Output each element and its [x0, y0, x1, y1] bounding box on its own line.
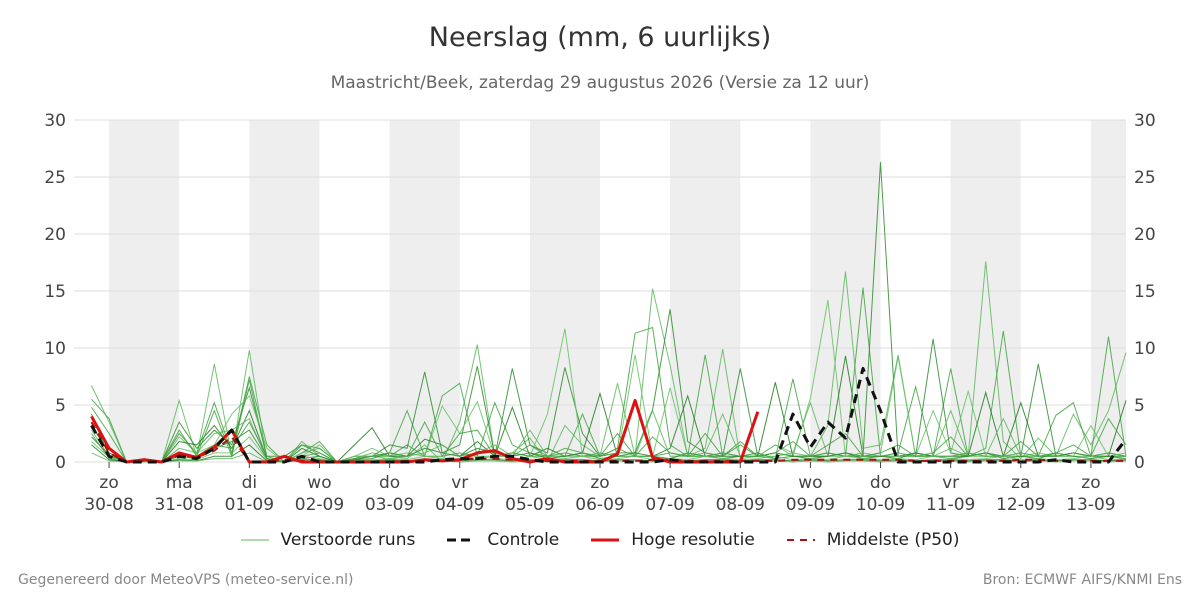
chart-subtitle: Maastricht/Beek, zaterdag 29 augustus 20…: [330, 73, 870, 93]
legend-item-hires[interactable]: Hoge resolutie: [591, 530, 755, 550]
x-tick-day: zo: [590, 473, 609, 493]
legend-label: Controle: [487, 530, 560, 550]
x-tick-day: di: [733, 473, 749, 493]
x-tick-day: zo: [1081, 473, 1100, 493]
x-tick-day: zo: [99, 473, 118, 493]
ensemble-member-line: [91, 401, 1126, 463]
x-axis: zo30-08ma31-08di01-09wo02-09do03-09vr04-…: [84, 462, 1116, 515]
legend-swatch-hires: [591, 538, 620, 542]
x-tick-date: 05-09: [505, 495, 554, 515]
legend-swatch-control: [447, 538, 476, 542]
x-tick-day: vr: [451, 473, 468, 493]
x-tick-date: 07-09: [645, 495, 694, 515]
x-tick-date: 06-09: [575, 495, 624, 515]
legend-item-control[interactable]: Controle: [447, 530, 559, 550]
ensemble-member-line: [91, 421, 1126, 463]
y-tick-label: 15: [44, 282, 66, 302]
y-tick-label: 10: [1134, 339, 1156, 359]
x-tick-date: 01-09: [225, 495, 274, 515]
x-tick-date: 08-09: [716, 495, 765, 515]
y-tick-label: 5: [1134, 396, 1145, 416]
y-tick-label: 5: [55, 396, 66, 416]
legend-item-median[interactable]: Middelste (P50): [786, 530, 960, 550]
y-tick-label: 20: [1134, 225, 1156, 245]
x-tick-day: ma: [166, 473, 193, 493]
y-tick-label: 10: [44, 339, 66, 359]
legend-item-ensemble[interactable]: Verstoorde runs: [240, 530, 416, 550]
y-tick-label: 25: [44, 168, 66, 188]
x-tick-day: wo: [307, 473, 331, 493]
main-lines: [90, 367, 1128, 464]
x-tick-day: vr: [942, 473, 959, 493]
x-tick-day: za: [1011, 473, 1030, 493]
x-tick-date: 12-09: [996, 495, 1045, 515]
y-axis-left: 0 5 10 15 20 25 30: [44, 111, 66, 473]
hires-line: [90, 398, 760, 464]
y-tick-label: 0: [55, 453, 66, 473]
y-tick-label: 25: [1134, 168, 1156, 188]
y-tick-label: 30: [1134, 111, 1156, 131]
y-tick-label: 30: [44, 111, 66, 131]
footer-source: Bron: ECMWF AIFS/KNMI Ens: [982, 572, 1182, 588]
ensemble-member-line: [91, 261, 1127, 463]
y-axis-right: 0 5 10 15 20 25 30: [1134, 111, 1156, 473]
x-tick-day: ma: [657, 473, 684, 493]
legend: Verstoorde runs Controle Hoge resolutie …: [0, 530, 1200, 550]
x-tick-date: 04-09: [435, 495, 484, 515]
x-tick-day: za: [520, 473, 539, 493]
x-tick-date: 31-08: [154, 495, 203, 515]
x-tick-date: 03-09: [365, 495, 414, 515]
x-tick-date: 10-09: [856, 495, 905, 515]
x-tick-date: 02-09: [295, 495, 344, 515]
x-tick-day: di: [242, 473, 258, 493]
x-tick-date: 11-09: [926, 495, 975, 515]
x-tick-day: do: [870, 473, 891, 493]
footer-credit: Gegenereerd door MeteoVPS (meteo-service…: [18, 572, 354, 588]
y-tick-label: 15: [1134, 282, 1156, 302]
x-tick-date: 30-08: [84, 495, 133, 515]
x-tick-day: wo: [798, 473, 822, 493]
legend-label: Middelste (P50): [826, 530, 960, 550]
chart-title: Neerslag (mm, 6 uurlijks): [428, 22, 772, 53]
legend-swatch-ensemble: [240, 539, 269, 541]
x-tick-day: do: [379, 473, 400, 493]
legend-label: Verstoorde runs: [280, 530, 416, 550]
legend-label: Hoge resolutie: [631, 530, 755, 550]
y-tick-label: 0: [1134, 453, 1145, 473]
ensemble-member-line: [91, 379, 1127, 463]
x-tick-date: 13-09: [1066, 495, 1115, 515]
x-tick-date: 09-09: [786, 495, 835, 515]
y-tick-label: 20: [44, 225, 66, 245]
ensemble-lines: [91, 162, 1127, 463]
legend-swatch-median: [786, 539, 815, 541]
